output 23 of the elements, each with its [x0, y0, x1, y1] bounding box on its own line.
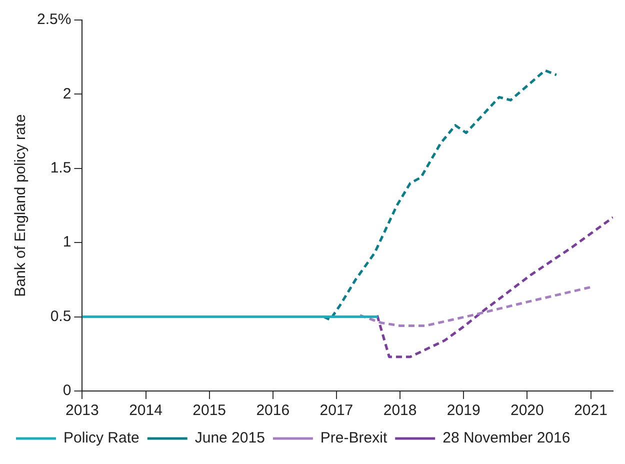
- x-tick-label: 2014: [129, 402, 162, 420]
- y-tick-label: 2.5%: [36, 11, 72, 28]
- line-series: [376, 216, 613, 358]
- x-tick-label: 2013: [66, 402, 99, 420]
- legend-label: Policy Rate: [64, 430, 140, 447]
- x-tick-label: 2015: [192, 402, 226, 420]
- y-tick-label: 0.5: [50, 308, 72, 325]
- x-tick-label: 2021: [574, 402, 608, 420]
- y-tick-label: 0: [62, 382, 72, 400]
- x-tick-label: 2020: [510, 402, 544, 420]
- legend-label: Pre-Brexit: [320, 430, 388, 447]
- y-tick-label: 1: [62, 234, 72, 251]
- x-tick-label: 2018: [383, 402, 417, 420]
- y-tick-label: 1.5: [50, 160, 72, 177]
- x-tick-label: 2016: [256, 402, 290, 420]
- legend-label: June 2015: [194, 430, 265, 447]
- x-tick-label: 2017: [320, 402, 354, 420]
- y-axis-title: Bank of England policy rate: [12, 114, 30, 297]
- line-series: [358, 286, 592, 327]
- legend-label: 28 November 2016: [442, 430, 570, 447]
- y-tick-label: 2: [62, 85, 72, 102]
- x-tick-label: 2019: [446, 402, 480, 420]
- line-series: [322, 69, 558, 322]
